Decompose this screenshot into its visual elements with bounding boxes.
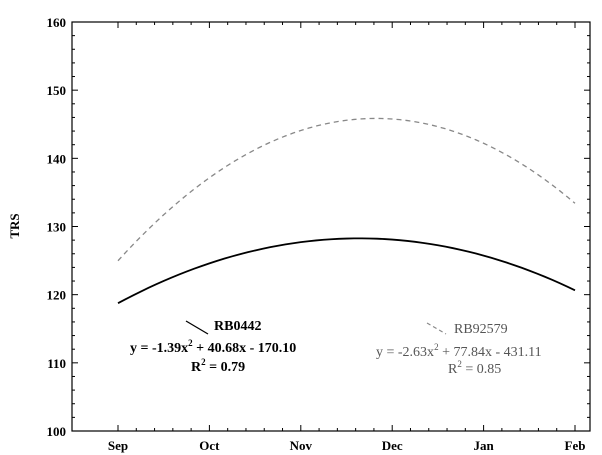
y-tick-label: 140 [47,151,67,166]
x-tick-label: Sep [108,438,128,453]
y-tick-label: 100 [47,424,67,439]
plot-frame [71,21,591,432]
r-squared-rb92579: R2 = 0.85 [448,359,501,377]
x-tick-label: Dec [382,438,403,453]
x-tick-label: Jan [473,438,494,453]
annotation-rb0442: RB0442 y = -1.39x2 + 40.68x - 170.10 R2 … [130,319,296,375]
y-tick-label: 160 [47,15,67,30]
y-tick-label: 110 [47,356,66,371]
x-tick-label: Feb [565,438,586,453]
series-label-rb92579: RB92579 [454,322,508,337]
y-tick-label: 130 [47,220,67,235]
equation-rb0442: y = -1.39x2 + 40.68x - 170.10 [130,338,296,356]
series-line-rb0442 [117,237,576,305]
x-tick-label: Oct [199,438,220,453]
series-lines [117,117,576,305]
x-tick-label: Nov [290,438,313,453]
series-label-rb0442: RB0442 [214,319,261,334]
r-squared-rb0442: R2 = 0.79 [191,357,245,375]
series-line-rb92579 [117,117,576,262]
legend-swatch-rb92579 [426,322,447,335]
equation-rb92579: y = -2.63x2 + 77.84x - 431.11 [376,342,542,360]
y-axis: 100 110 120 130 140 150 160 [47,15,590,439]
y-tick-label: 150 [47,83,67,98]
y-axis-label: TRS [7,213,22,238]
annotation-rb92579: RB92579 y = -2.63x2 + 77.84x - 431.11 R2… [376,322,542,377]
x-axis: Sep Oct Nov Dec Jan Feb [108,22,586,453]
legend-swatch-rb0442 [185,320,209,335]
y-tick-label: 120 [47,288,67,303]
